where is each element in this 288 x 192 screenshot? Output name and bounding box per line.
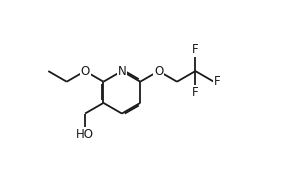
Text: N: N — [118, 65, 126, 78]
Text: O: O — [80, 65, 90, 78]
Text: O: O — [154, 65, 163, 78]
Text: F: F — [192, 86, 199, 99]
Text: HO: HO — [76, 128, 94, 141]
Text: F: F — [192, 43, 199, 56]
Text: F: F — [214, 75, 220, 88]
